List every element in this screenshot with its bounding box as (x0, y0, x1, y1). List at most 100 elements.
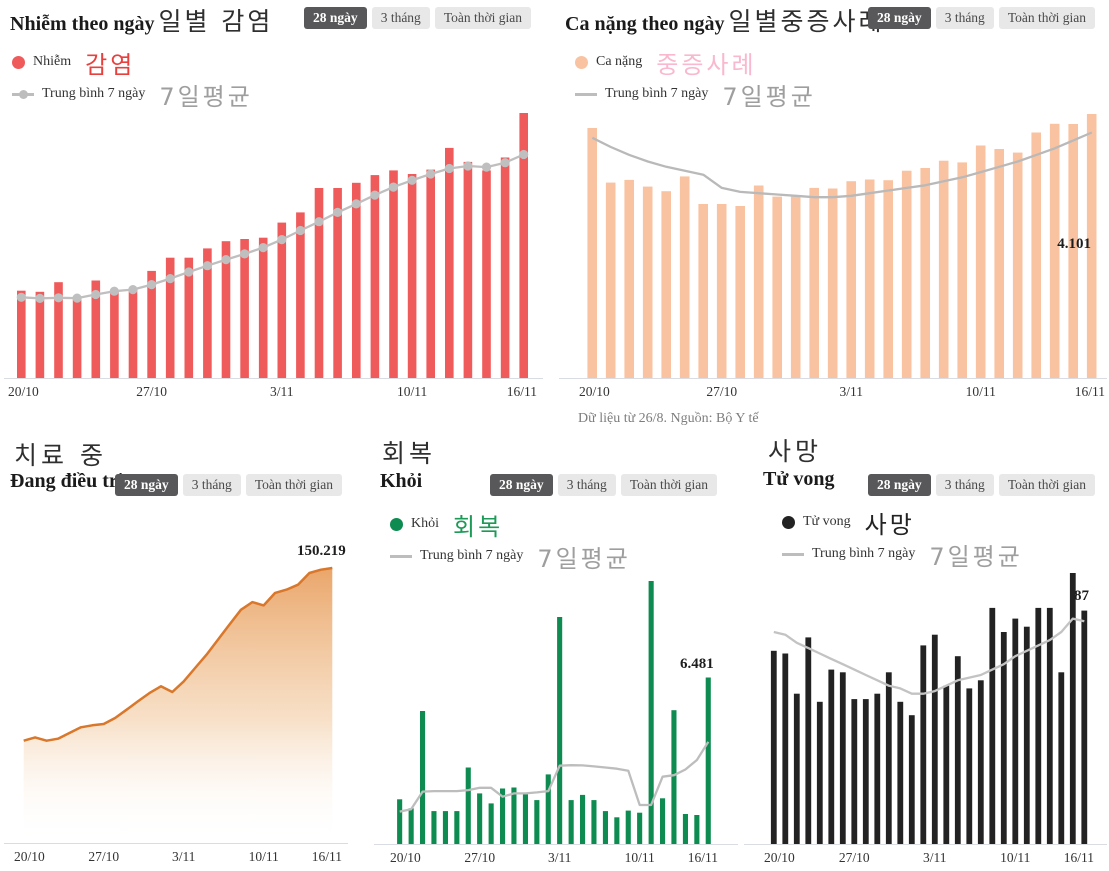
bar[interactable] (522, 794, 528, 844)
tab-28-days[interactable]: 28 ngày (304, 7, 367, 29)
bar[interactable] (782, 653, 789, 845)
bar[interactable] (827, 188, 838, 379)
bar[interactable] (694, 815, 700, 844)
bar[interactable] (431, 811, 437, 844)
tab-3-months[interactable]: 3 tháng (371, 7, 430, 29)
bar[interactable] (445, 147, 454, 378)
bar[interactable] (660, 798, 666, 844)
bar[interactable] (716, 204, 727, 378)
bar[interactable] (110, 291, 119, 378)
bar[interactable] (954, 656, 961, 844)
bar[interactable] (407, 174, 417, 378)
bar[interactable] (580, 794, 586, 844)
bar[interactable] (1000, 632, 1007, 844)
bar[interactable] (805, 637, 812, 844)
bar[interactable] (488, 803, 494, 844)
bar[interactable] (72, 297, 82, 378)
bar[interactable] (966, 688, 973, 844)
bar[interactable] (1012, 618, 1019, 844)
tab-3-months[interactable]: 3 tháng (557, 474, 616, 496)
tab-28-days[interactable]: 28 ngày (868, 7, 931, 29)
bar[interactable] (920, 645, 927, 844)
bar[interactable] (790, 195, 801, 378)
bar[interactable] (883, 180, 893, 378)
bar[interactable] (277, 222, 287, 378)
bar[interactable] (408, 808, 414, 844)
bar[interactable] (442, 811, 448, 844)
tab-all-time[interactable]: Toàn thời gian (998, 7, 1095, 29)
bar[interactable] (591, 800, 597, 844)
bar[interactable] (885, 672, 892, 844)
bar[interactable] (389, 170, 398, 378)
bar[interactable] (624, 179, 634, 378)
bar[interactable] (977, 680, 984, 844)
infections-plot[interactable]: 20/10 27/10 3/11 10/11 16/11 (0, 100, 545, 400)
bar[interactable] (897, 701, 904, 844)
bar[interactable] (54, 282, 63, 378)
bar[interactable] (874, 693, 881, 844)
bar[interactable] (642, 186, 653, 378)
bar[interactable] (420, 711, 426, 844)
bar[interactable] (35, 291, 45, 378)
bar[interactable] (1012, 152, 1023, 378)
bar[interactable] (397, 799, 403, 844)
bar[interactable] (862, 699, 869, 844)
bar[interactable] (605, 182, 616, 378)
bar[interactable] (519, 113, 528, 378)
bar[interactable] (828, 669, 835, 844)
bar[interactable] (221, 241, 231, 378)
bar[interactable] (770, 650, 777, 844)
tab-3-months[interactable]: 3 tháng (182, 474, 241, 496)
bar[interactable] (816, 701, 823, 844)
deaths-plot[interactable]: 20/10 27/10 3/11 10/11 16/11 (740, 560, 1109, 871)
bar[interactable] (1069, 573, 1076, 844)
bar[interactable] (809, 187, 819, 378)
bar[interactable] (753, 185, 764, 379)
bar[interactable] (568, 800, 574, 844)
bar[interactable] (352, 182, 361, 378)
bar[interactable] (1086, 114, 1097, 378)
bar[interactable] (602, 811, 608, 844)
bar[interactable] (908, 715, 915, 844)
bar[interactable] (975, 145, 986, 379)
bar[interactable] (465, 767, 471, 845)
bar[interactable] (682, 814, 688, 844)
bar[interactable] (17, 290, 26, 378)
bar[interactable] (557, 617, 563, 844)
bar[interactable] (989, 607, 996, 844)
severe-cases-plot[interactable]: 20/10 27/10 3/11 10/11 16/11 (555, 100, 1109, 400)
bar[interactable] (203, 248, 212, 378)
bar[interactable] (846, 181, 856, 378)
bar[interactable] (333, 188, 342, 378)
bar[interactable] (587, 128, 597, 378)
tab-all-time[interactable]: Toàn thời gian (434, 7, 531, 29)
bar[interactable] (500, 157, 510, 379)
bar[interactable] (772, 196, 782, 378)
bar[interactable] (500, 788, 506, 845)
bar[interactable] (1035, 607, 1042, 844)
bar[interactable] (477, 793, 483, 844)
bar[interactable] (637, 812, 643, 844)
recovered-plot[interactable]: 20/10 27/10 3/11 10/11 16/11 (370, 560, 740, 871)
tab-all-time[interactable]: Toàn thời gian (998, 474, 1095, 496)
bar[interactable] (1031, 132, 1041, 379)
bar[interactable] (296, 212, 305, 378)
bar[interactable] (165, 257, 175, 378)
bar[interactable] (625, 810, 631, 844)
bar[interactable] (463, 161, 473, 378)
tab-28-days[interactable]: 28 ngày (115, 474, 178, 496)
bar[interactable] (698, 204, 708, 378)
bar[interactable] (482, 170, 491, 378)
tab-3-months[interactable]: 3 tháng (935, 474, 994, 496)
tab-28-days[interactable]: 28 ngày (868, 474, 931, 496)
bar[interactable] (957, 162, 967, 378)
bar[interactable] (851, 699, 858, 844)
bar[interactable] (994, 149, 1004, 378)
bar[interactable] (793, 693, 800, 844)
bar[interactable] (938, 160, 949, 378)
bar[interactable] (240, 239, 249, 378)
bar[interactable] (705, 677, 711, 845)
bar[interactable] (864, 179, 875, 379)
bar[interactable] (258, 237, 268, 378)
bar[interactable] (1046, 607, 1053, 844)
